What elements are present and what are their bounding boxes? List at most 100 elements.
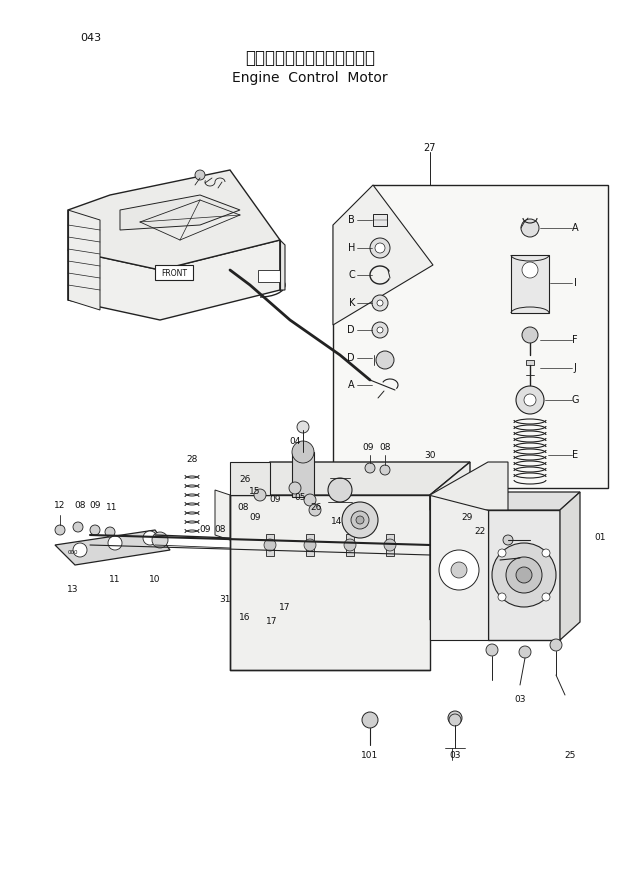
Text: C: C — [348, 270, 355, 280]
Text: 22: 22 — [474, 527, 485, 537]
Text: 30: 30 — [424, 450, 436, 459]
Text: 27: 27 — [423, 143, 436, 153]
Circle shape — [342, 502, 378, 538]
Polygon shape — [560, 492, 580, 640]
Text: 25: 25 — [564, 751, 576, 760]
Circle shape — [264, 539, 276, 551]
Text: K: K — [348, 298, 355, 308]
Circle shape — [356, 516, 364, 524]
Polygon shape — [120, 195, 240, 230]
Circle shape — [376, 351, 394, 369]
Text: 13: 13 — [67, 586, 79, 595]
Text: エンジンコントロールモータ: エンジンコントロールモータ — [245, 49, 375, 67]
Circle shape — [344, 539, 356, 551]
Text: 05: 05 — [294, 493, 306, 503]
Text: 17: 17 — [279, 602, 291, 611]
Circle shape — [351, 511, 369, 529]
Circle shape — [375, 243, 385, 253]
Circle shape — [304, 494, 316, 506]
Polygon shape — [430, 462, 508, 510]
Text: E: E — [572, 450, 578, 460]
Circle shape — [328, 478, 352, 502]
Text: 12: 12 — [55, 500, 66, 510]
Circle shape — [297, 421, 309, 433]
Circle shape — [524, 394, 536, 406]
Text: 10: 10 — [149, 575, 161, 585]
Bar — [346, 534, 354, 556]
Circle shape — [550, 639, 562, 651]
Text: 101: 101 — [361, 751, 379, 760]
Polygon shape — [68, 240, 280, 320]
Text: 000: 000 — [68, 551, 78, 555]
Circle shape — [486, 644, 498, 656]
Circle shape — [380, 465, 390, 475]
Polygon shape — [230, 495, 430, 670]
Circle shape — [439, 550, 479, 590]
Text: 03: 03 — [514, 696, 526, 705]
Circle shape — [304, 539, 316, 551]
Circle shape — [108, 536, 122, 550]
Bar — [292, 452, 314, 497]
Circle shape — [55, 525, 65, 535]
Text: F: F — [572, 335, 578, 345]
Text: 09: 09 — [269, 496, 281, 505]
Text: FRONT: FRONT — [161, 269, 187, 278]
Circle shape — [372, 322, 388, 338]
Circle shape — [365, 463, 375, 473]
Text: G: G — [571, 395, 578, 405]
Text: J: J — [574, 363, 577, 373]
Text: 28: 28 — [187, 456, 198, 464]
Circle shape — [522, 327, 538, 343]
Text: B: B — [348, 215, 355, 225]
Circle shape — [448, 711, 462, 725]
Circle shape — [90, 525, 100, 535]
Circle shape — [143, 531, 157, 545]
Text: 31: 31 — [219, 595, 231, 604]
Circle shape — [73, 522, 83, 532]
Circle shape — [506, 557, 542, 593]
Circle shape — [449, 714, 461, 726]
Circle shape — [152, 532, 168, 548]
Text: 04: 04 — [290, 437, 301, 446]
Circle shape — [516, 386, 544, 414]
Polygon shape — [230, 462, 270, 495]
Text: D: D — [347, 353, 355, 363]
Text: A: A — [348, 380, 355, 390]
Bar — [511, 255, 549, 313]
Circle shape — [254, 489, 266, 501]
Circle shape — [542, 549, 550, 557]
Text: 16: 16 — [239, 614, 250, 622]
Circle shape — [521, 219, 539, 237]
Circle shape — [498, 593, 506, 601]
Circle shape — [309, 504, 321, 516]
Text: A: A — [572, 223, 578, 233]
Text: 08: 08 — [237, 504, 249, 512]
Polygon shape — [68, 170, 280, 270]
Polygon shape — [488, 510, 560, 640]
Circle shape — [492, 543, 556, 607]
Circle shape — [73, 543, 87, 557]
Text: 01: 01 — [594, 533, 606, 541]
Text: 15: 15 — [249, 487, 261, 497]
Polygon shape — [488, 492, 580, 510]
Text: 09: 09 — [89, 500, 100, 510]
Polygon shape — [215, 490, 230, 540]
Polygon shape — [55, 530, 170, 565]
Circle shape — [370, 238, 390, 258]
Text: 03: 03 — [450, 751, 461, 760]
Circle shape — [384, 539, 396, 551]
Text: D: D — [347, 325, 355, 335]
Polygon shape — [333, 185, 433, 325]
Bar — [386, 534, 394, 556]
Text: 08: 08 — [379, 443, 391, 452]
Text: 11: 11 — [106, 503, 118, 512]
Circle shape — [503, 535, 513, 545]
Text: 043: 043 — [80, 33, 101, 43]
Polygon shape — [230, 462, 470, 495]
Bar — [526, 360, 534, 365]
Bar — [373, 214, 387, 226]
Polygon shape — [430, 462, 470, 620]
Text: 09: 09 — [249, 513, 261, 523]
Polygon shape — [333, 185, 608, 488]
Circle shape — [289, 482, 301, 494]
